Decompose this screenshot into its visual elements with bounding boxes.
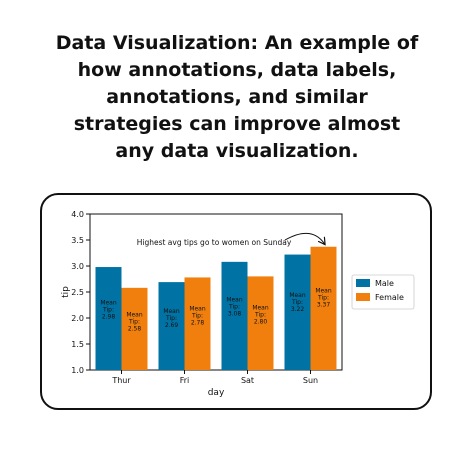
y-tick-label: 2.5 (71, 288, 84, 297)
x-tick-label: Thur (111, 376, 131, 385)
data-label-line: Tip: (128, 318, 140, 325)
headline-line-3: annotations, and similar (106, 86, 368, 108)
headline-line-5: any data visualization. (115, 140, 359, 162)
data-label-line: Tip: (102, 306, 114, 313)
data-label-line: Tip: (228, 303, 240, 310)
data-label-line: Mean (315, 288, 332, 295)
data-label-value: 2.98 (102, 313, 116, 320)
bar-chart: 1.01.52.02.53.03.54.0tipThurMeanTip:2.98… (61, 210, 415, 398)
data-label-line: Mean (289, 292, 306, 299)
bar-male-thur (95, 267, 122, 370)
data-label-line: Tip: (291, 299, 303, 306)
data-label-line: Tip: (317, 295, 329, 302)
y-tick-label: 2.0 (71, 314, 84, 323)
data-label-line: Mean (100, 299, 117, 306)
headline: Data Visualization: An example of how an… (20, 30, 454, 165)
legend-label-male: Male (375, 279, 394, 288)
data-label-value: 2.69 (165, 322, 179, 329)
bar-male-sat (221, 261, 248, 370)
x-tick-label: Sun (303, 376, 318, 385)
data-label-value: 2.78 (191, 319, 205, 326)
x-tick-label: Sat (241, 376, 254, 385)
y-tick-label: 1.5 (71, 340, 84, 349)
y-tick-label: 1.0 (71, 366, 84, 375)
data-label-line: Tip: (165, 315, 177, 322)
x-axis-label: day (208, 388, 225, 398)
data-label-value: 3.37 (317, 302, 331, 309)
bar-female-thur (121, 287, 148, 370)
headline-line-1: Data Visualization: An example of (55, 32, 419, 54)
data-label-value: 3.22 (291, 306, 305, 313)
legend-label-female: Female (375, 293, 404, 302)
x-tick-label: Fri (180, 376, 190, 385)
data-label-line: Mean (126, 311, 143, 318)
headline-line-2: how annotations, data labels, (77, 59, 397, 81)
data-label-line: Mean (226, 296, 243, 303)
chart-card: 1.0 1.5 2.0 2.5 3.0 3.5 4.0 tip Thur Mean Tip: 2.98… (40, 193, 432, 410)
data-label-value: 2.58 (128, 325, 142, 332)
data-label-line: Tip: (254, 312, 266, 319)
bar-female-sun (310, 246, 337, 370)
data-label-line: Mean (189, 305, 206, 312)
legend-swatch-female (356, 293, 370, 301)
data-label-line: Mean (252, 305, 269, 312)
data-label-line: Tip: (191, 312, 203, 319)
bar-male-fri (158, 282, 185, 370)
y-axis-label: tip (61, 286, 71, 298)
y-tick-label: 3.5 (71, 236, 84, 245)
bar-female-fri (184, 277, 211, 370)
legend-swatch-male (356, 279, 370, 287)
bar-male-sun (284, 254, 311, 370)
legend: Male Female (351, 274, 415, 310)
y-tick-label: 3.0 (71, 262, 84, 271)
headline-line-4: strategies can improve almost (73, 113, 401, 135)
data-label-line: Mean (163, 308, 180, 315)
bar-female-sat (247, 276, 274, 370)
y-tick-label: 4.0 (71, 210, 84, 219)
data-label-value: 2.80 (254, 319, 268, 326)
data-label-value: 3.08 (228, 310, 242, 317)
annotation-text: Highest avg tips go to women on Sunday (137, 238, 292, 247)
annotation-arrow (284, 232, 325, 243)
